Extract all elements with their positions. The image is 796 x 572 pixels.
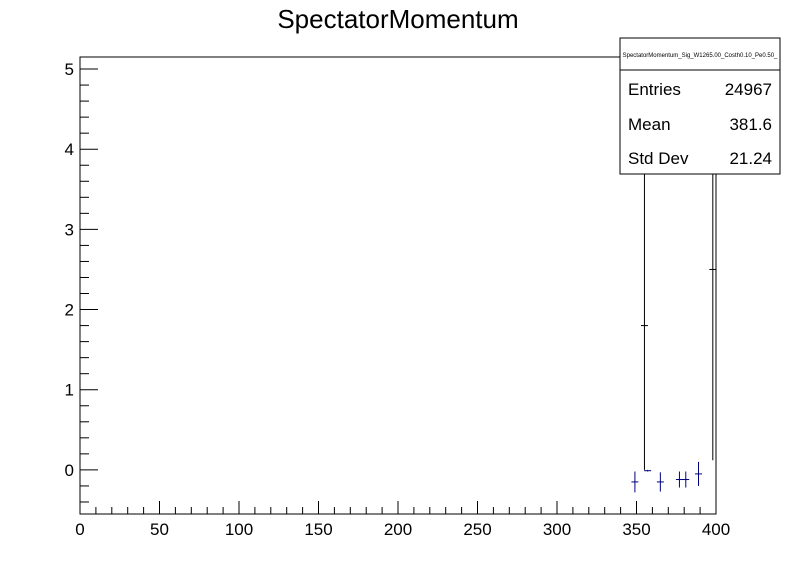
y-tick-label: 2 xyxy=(65,301,74,320)
x-tick-label: 350 xyxy=(622,520,650,539)
x-tick-label: 200 xyxy=(384,520,412,539)
stat-stddev-value: 21.24 xyxy=(729,149,772,168)
stat-mean-value: 381.6 xyxy=(729,115,772,134)
x-tick-label: 100 xyxy=(225,520,253,539)
x-tick-label: 250 xyxy=(463,520,491,539)
x-tick-label: 0 xyxy=(75,520,84,539)
x-tick-label: 150 xyxy=(304,520,332,539)
data-point xyxy=(675,471,683,488)
stats-box-title: SpectatorMomentum_Sig_W1265.00_Costh0.10… xyxy=(623,53,778,59)
stat-mean-label: Mean xyxy=(628,115,671,134)
y-tick-label: 4 xyxy=(65,140,74,159)
x-axis: 0 50 100 150 200 250 300 350 400 xyxy=(75,501,730,539)
data-point xyxy=(656,472,664,492)
stats-box: SpectatorMomentum_Sig_W1265.00_Costh0.10… xyxy=(619,37,781,175)
data-point xyxy=(695,461,703,486)
stat-entries-label: Entries xyxy=(628,80,681,99)
data-point xyxy=(682,471,690,488)
y-tick-label: 3 xyxy=(65,220,74,239)
x-tick-label: 50 xyxy=(150,520,169,539)
data-point xyxy=(644,469,652,472)
stat-entries-value: 24967 xyxy=(725,80,772,99)
stat-stddev-label: Std Dev xyxy=(628,149,689,168)
data-point xyxy=(631,471,639,493)
y-tick-label: 0 xyxy=(65,461,74,480)
y-axis: 0 1 2 3 4 5 xyxy=(65,60,98,503)
stats-box-frame xyxy=(619,37,781,175)
x-tick-label: 400 xyxy=(702,520,730,539)
y-tick-label: 1 xyxy=(65,381,74,400)
y-tick-label: 5 xyxy=(65,60,74,79)
x-tick-label: 300 xyxy=(543,520,571,539)
chart-title: SpectatorMomentum xyxy=(277,4,518,34)
